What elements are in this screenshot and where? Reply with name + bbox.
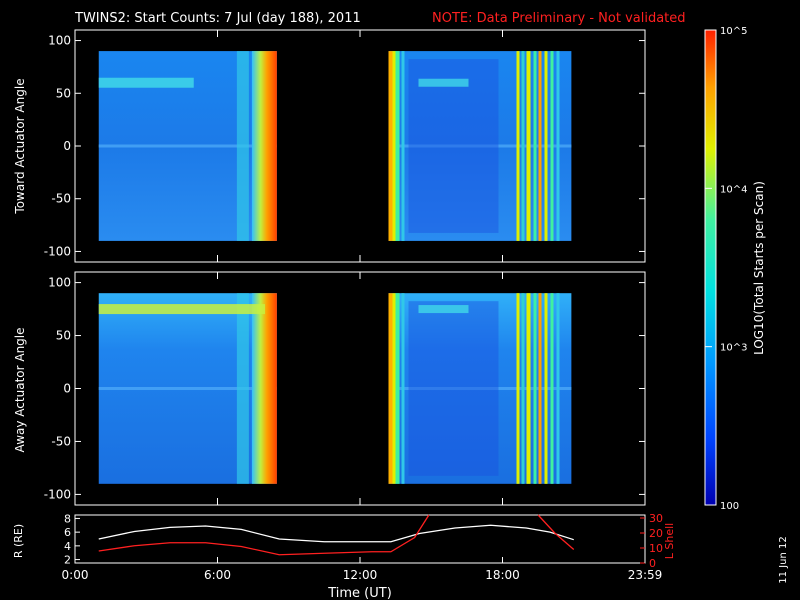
l-shell-axis-label: L Shell (663, 523, 676, 559)
high-count-edge (251, 293, 277, 484)
colorbar-gradient (705, 30, 716, 505)
count-stripe (538, 51, 542, 241)
r-tick-label: 8 (64, 512, 71, 525)
away-heatmap-panel: 100 50 0 -50 -100 Away Actuator Angle (13, 271, 646, 506)
radius-axis-label: R (RE) (12, 524, 25, 558)
colorbar-tick-label: 10^3 (720, 343, 747, 354)
orbit-series-line (537, 514, 575, 550)
count-stripe (516, 51, 520, 241)
count-stripe (388, 51, 393, 241)
y-tick-label: 50 (56, 329, 71, 343)
low-count-region (408, 59, 499, 233)
y-tick-label: -50 (51, 192, 71, 206)
count-stripe (544, 293, 548, 484)
count-stripe (388, 293, 393, 484)
count-stripe (556, 293, 560, 484)
orbit-series-line (98, 524, 574, 543)
time-tick-label: 12:00 (343, 568, 378, 582)
count-stripe (544, 51, 548, 241)
y-tick-label: 100 (48, 34, 71, 48)
count-stripe (401, 293, 405, 484)
time-tick-label: 23:59 (628, 568, 663, 582)
low-count-region (408, 301, 499, 476)
toward-heatmap-panel: 100 50 0 -50 -100 Toward Actuator Angle (13, 29, 646, 263)
count-stripe (550, 51, 554, 241)
count-stripe (526, 293, 531, 484)
r-tick-label: 6 (64, 526, 71, 539)
count-stripe (521, 293, 525, 484)
colorbar-tick-label: 100 (720, 501, 739, 512)
l-tick-label: 0 (649, 557, 656, 570)
y-tick-label: 50 (56, 86, 71, 100)
count-stripe (395, 293, 400, 484)
count-stripe (538, 293, 542, 484)
count-stripe (516, 293, 520, 484)
count-stripe (521, 51, 525, 241)
count-stripe (401, 51, 405, 241)
count-stripe (533, 293, 537, 484)
colorbar-label: LOG10(Total Starts per Scan) (752, 181, 766, 355)
transition-column (236, 293, 249, 484)
transition-column (236, 51, 249, 241)
l-tick-label: 30 (649, 512, 663, 525)
preliminary-note: NOTE: Data Preliminary - Not validated (432, 11, 686, 26)
count-stripe (533, 51, 537, 241)
count-stripe (556, 51, 560, 241)
generation-date: 11 Jun 12 (778, 536, 789, 583)
colorbar-tick-label: 10^5 (720, 26, 747, 37)
y-tick-label: 0 (63, 139, 71, 153)
l-tick-label: 20 (649, 527, 663, 540)
enhanced-band (98, 304, 265, 315)
colorbar-tick-label: 10^4 (720, 184, 747, 195)
toward-y-axis-label: Toward Actuator Angle (13, 78, 27, 214)
enhanced-band-2 (418, 78, 469, 87)
count-stripe (550, 293, 554, 484)
colorbar: 100 10^3 10^4 10^5 LOG10(Total Starts per S… (704, 26, 766, 512)
away-y-axis-label: Away Actuator Angle (13, 327, 27, 452)
l-tick-label: 10 (649, 542, 663, 555)
y-tick-label: -100 (44, 244, 71, 258)
x-axis-label: Time (UT) (327, 586, 392, 600)
r-tick-label: 4 (64, 540, 71, 553)
count-stripe (526, 51, 531, 241)
time-tick-label: 18:00 (485, 568, 520, 582)
enhanced-band (98, 77, 194, 88)
time-tick-label: 0:00 (62, 568, 89, 582)
count-stripe (392, 51, 396, 241)
high-count-edge (251, 51, 277, 241)
count-stripe (395, 51, 400, 241)
r-tick-label: 2 (64, 554, 71, 567)
y-tick-label: 0 (63, 382, 71, 396)
enhanced-band-2 (418, 305, 469, 314)
count-stripe (392, 293, 396, 484)
orbit-series-line (98, 514, 430, 556)
time-tick-label: 6:00 (204, 568, 231, 582)
y-tick-label: 100 (48, 276, 71, 290)
y-tick-label: -100 (44, 487, 71, 501)
plot-title: TWINS2: Start Counts: 7 Jul (day 188), 2… (74, 11, 361, 26)
y-tick-label: -50 (51, 434, 71, 448)
